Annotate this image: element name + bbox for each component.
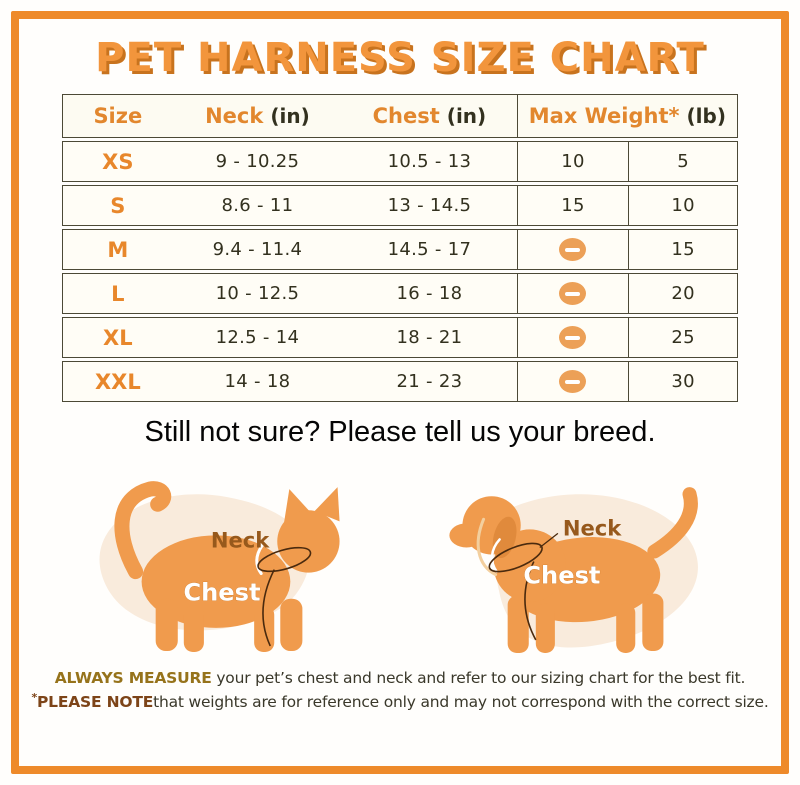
dog-neck-pointer-line	[539, 532, 559, 548]
cat-tail	[114, 481, 172, 580]
footer-line2-text: that weights are for reference only and …	[153, 693, 769, 712]
dog-tail	[647, 487, 698, 559]
dog-neck-highlight	[490, 538, 501, 573]
neck-cell: 8.6 - 11	[221, 195, 294, 216]
neck-cell: 14 - 18	[224, 371, 291, 392]
neck-cell: 12.5 - 14	[215, 327, 300, 348]
minus-icon-bar	[565, 335, 581, 340]
dog-neck-measure-ring	[488, 542, 543, 573]
footnote-asterisk: *	[31, 691, 37, 705]
cat-head	[277, 510, 340, 573]
table-row-m: M 9.4 - 11.4 14.5 - 17 15	[62, 229, 738, 270]
size-cell: S	[110, 193, 126, 218]
cat-right-ear	[314, 487, 340, 522]
cat-silhouette	[114, 481, 340, 652]
minus-icon-bar	[565, 291, 581, 296]
weight2-cell: 30	[628, 362, 737, 401]
size-cell: M	[107, 237, 129, 262]
table-row-l: L 10 - 12.5 16 - 18 20	[62, 273, 738, 314]
measurement-diagrams: Neck Chest	[30, 453, 770, 659]
weight2-cell: 10	[628, 186, 737, 225]
column-header-chest: Chest (in)	[342, 95, 516, 137]
footer-notes: ALWAYS MEASURE your pet’s chest and neck…	[30, 667, 770, 715]
cat-chest-measure-line	[262, 569, 275, 647]
minus-icon-bar	[565, 379, 581, 384]
table-header-row: Size Neck (in) Chest (in) Max Weight* (lb)	[62, 94, 738, 138]
weight-header-unit: (lb)	[686, 104, 726, 128]
minus-icon	[559, 238, 587, 261]
footer-line1-emphasis: ALWAYS MEASURE	[54, 669, 212, 687]
table-row-xxl: XXL 14 - 18 21 - 23 30	[62, 361, 738, 402]
chest-cell: 18 - 21	[396, 327, 463, 348]
column-header-size: Size	[93, 104, 143, 128]
page-title: PET HARNESS SIZE CHART	[95, 35, 705, 81]
footer-line1-text: your pet’s chest and neck and refer to o…	[211, 669, 746, 687]
weight2-cell: 25	[628, 318, 737, 357]
size-cell: XS	[102, 149, 134, 174]
weight1-cell	[516, 362, 629, 401]
dog-muzzle	[449, 523, 484, 548]
neck-cell: 10 - 12.5	[215, 283, 300, 304]
neck-cell: 9 - 10.25	[215, 151, 300, 172]
weight-header-label: Max Weight*	[528, 104, 680, 128]
dog-ear-highlight	[476, 517, 498, 577]
minus-icon	[559, 282, 587, 305]
chest-cell: 10.5 - 13	[387, 151, 472, 172]
chest-cell: 16 - 18	[396, 283, 463, 304]
table-row-s: S 8.6 - 11 13 - 14.5 15 10	[62, 185, 738, 226]
dog-chest-measure-line	[524, 561, 537, 641]
page-content: PET HARNESS SIZE CHART Size Neck (in) Che…	[30, 19, 770, 766]
footer-line-1: ALWAYS MEASURE your pet’s chest and neck…	[30, 667, 770, 690]
size-cell: XXL	[94, 369, 141, 394]
cat-neck-measure-ring	[257, 546, 312, 573]
size-chart-table: Size Neck (in) Chest (in) Max Weight* (lb) …	[62, 94, 738, 402]
weight2-cell: 15	[628, 230, 737, 269]
weight1-cell	[516, 230, 629, 269]
neck-header-label: Neck	[205, 104, 264, 128]
column-header-max-weight: Max Weight* (lb)	[516, 95, 737, 137]
cat-neck-highlight	[255, 543, 264, 576]
breed-question-text: Still not sure? Please tell us your bree…	[144, 416, 656, 448]
chest-header-label: Chest	[372, 104, 440, 128]
weight1-cell: 10	[516, 142, 629, 181]
chest-cell: 21 - 23	[396, 371, 463, 392]
minus-icon	[559, 326, 587, 349]
chest-cell: 14.5 - 17	[387, 239, 472, 260]
weight2-cell: 5	[628, 142, 737, 181]
minus-icon	[559, 370, 587, 393]
size-cell: L	[111, 281, 125, 306]
cat-chest-label: Chest	[183, 579, 260, 607]
column-header-neck: Neck (in)	[173, 95, 343, 137]
neck-header-unit: (in)	[270, 104, 310, 128]
footer-line2-emphasis: PLEASE NOTE	[37, 693, 154, 712]
size-cell: XL	[103, 325, 133, 350]
dog-measurement-diagram: Neck Chest	[449, 487, 698, 653]
weight2-cell: 20	[628, 274, 737, 313]
weight1-cell: 15	[516, 186, 629, 225]
neck-cell: 9.4 - 11.4	[212, 239, 303, 260]
dog-neck-label: Neck	[563, 515, 622, 540]
cat-neck-label: Neck	[211, 527, 270, 552]
chest-cell: 13 - 14.5	[387, 195, 472, 216]
dog-ear	[492, 516, 517, 559]
weight1-cell	[516, 274, 629, 313]
weight1-cell	[516, 318, 629, 357]
chest-header-unit: (in)	[446, 104, 487, 128]
dog-chest-label: Chest	[523, 562, 600, 590]
table-row-xs: XS 9 - 10.25 10.5 - 13 10 5	[62, 141, 738, 182]
footer-line-2: *PLEASE NOTEthat weights are for referen…	[30, 690, 770, 714]
cat-measurement-diagram: Neck Chest	[99, 481, 340, 652]
table-row-xl: XL 12.5 - 14 18 - 21 25	[62, 317, 738, 358]
minus-icon-bar	[565, 247, 581, 252]
